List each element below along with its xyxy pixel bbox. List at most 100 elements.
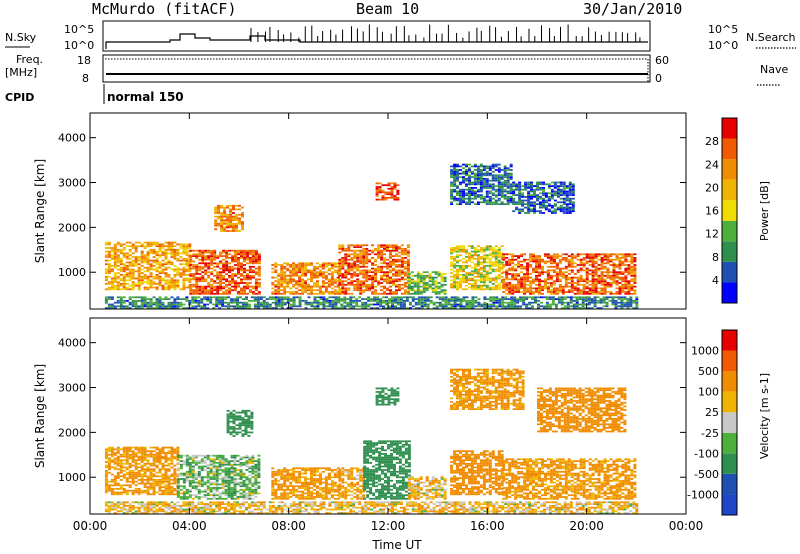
power-cell xyxy=(125,257,129,260)
power-cell xyxy=(618,262,622,265)
power-cell xyxy=(383,273,386,275)
power-cell xyxy=(383,257,386,259)
power-cell xyxy=(216,255,220,257)
power-cell xyxy=(473,254,477,257)
power-cell xyxy=(572,296,576,299)
power-cell xyxy=(450,256,454,258)
power-cell xyxy=(170,263,174,266)
power-cell xyxy=(152,252,156,255)
power-cell xyxy=(253,303,257,306)
power-cell xyxy=(627,271,631,274)
power-cell xyxy=(405,300,409,302)
power-cell xyxy=(389,269,392,272)
power-cell xyxy=(515,201,519,204)
power-cell xyxy=(392,283,395,286)
velocity-cell xyxy=(134,473,138,476)
power-cell xyxy=(192,273,196,275)
power-cell xyxy=(377,255,381,257)
power-cell xyxy=(606,260,610,263)
power-cell xyxy=(283,278,287,281)
velocity-cell xyxy=(140,473,144,476)
power-cell xyxy=(549,260,553,263)
power-cell xyxy=(488,281,492,283)
power-cell xyxy=(104,288,108,291)
power-cell xyxy=(403,260,407,263)
power-cell xyxy=(517,262,521,265)
power-cell xyxy=(515,206,519,209)
power-cell xyxy=(500,169,504,171)
power-cell xyxy=(562,185,566,187)
power-cell xyxy=(257,292,261,295)
power-cell xyxy=(615,283,619,286)
power-cell xyxy=(491,277,495,280)
power-cell xyxy=(553,192,557,195)
power-cell xyxy=(392,248,395,250)
power-cell xyxy=(232,215,235,218)
power-cell xyxy=(541,273,544,275)
power-cell xyxy=(614,296,618,299)
power-cell xyxy=(635,298,639,300)
power-cell xyxy=(450,169,454,171)
power-cell xyxy=(364,298,368,300)
power-cell xyxy=(119,266,123,269)
power-cell xyxy=(428,283,432,286)
power-cell xyxy=(167,259,171,262)
power-cell xyxy=(488,245,492,248)
power-cell xyxy=(116,257,120,260)
power-cell xyxy=(573,285,577,288)
power-cell xyxy=(143,259,147,262)
power-cell xyxy=(557,296,561,299)
power-cell xyxy=(453,307,457,309)
power-cell xyxy=(371,264,375,266)
power-cell xyxy=(603,292,607,295)
power-cell xyxy=(245,301,248,304)
power-cell xyxy=(470,183,474,186)
power-cell xyxy=(541,260,544,263)
power-cell xyxy=(346,305,350,308)
power-cell xyxy=(310,274,313,277)
velocity-cell xyxy=(140,479,144,481)
power-cell xyxy=(500,176,504,178)
power-cell xyxy=(240,249,243,252)
power-cell xyxy=(392,267,395,270)
power-cell xyxy=(140,252,144,255)
power-cell xyxy=(271,287,275,290)
power-cell xyxy=(242,307,245,309)
velocity-cell xyxy=(134,475,138,478)
power-cell xyxy=(408,307,412,309)
power-cell xyxy=(353,289,357,292)
velocity-cell xyxy=(122,475,126,478)
power-cell xyxy=(477,305,481,308)
power-cell xyxy=(508,283,512,286)
power-cell xyxy=(594,271,598,274)
power-cell xyxy=(546,271,550,274)
power-cell xyxy=(336,262,340,265)
power-cell xyxy=(350,282,354,284)
power-cell xyxy=(624,287,628,290)
power-cell xyxy=(362,265,366,268)
power-cell xyxy=(588,255,592,257)
power-cell xyxy=(434,291,438,293)
power-cell xyxy=(626,303,630,306)
power-cell xyxy=(353,265,357,268)
power-cell xyxy=(535,262,538,265)
power-cell xyxy=(189,291,193,293)
power-cell xyxy=(582,287,586,290)
power-cell xyxy=(334,296,338,299)
power-cell xyxy=(555,257,559,259)
power-cell xyxy=(612,258,616,261)
power-cell xyxy=(179,245,183,248)
power-cell xyxy=(176,272,180,274)
power-cell xyxy=(107,256,111,258)
power-cell xyxy=(537,296,540,299)
power-cell xyxy=(198,285,202,288)
power-cell xyxy=(231,289,235,292)
power-cell xyxy=(107,263,111,266)
power-cell xyxy=(234,249,237,252)
velocity-cell xyxy=(134,480,138,483)
power-cell xyxy=(395,278,398,281)
power-cell xyxy=(161,305,165,308)
power-cell xyxy=(316,307,320,309)
power-cell xyxy=(479,250,483,253)
power-cell xyxy=(468,169,471,171)
